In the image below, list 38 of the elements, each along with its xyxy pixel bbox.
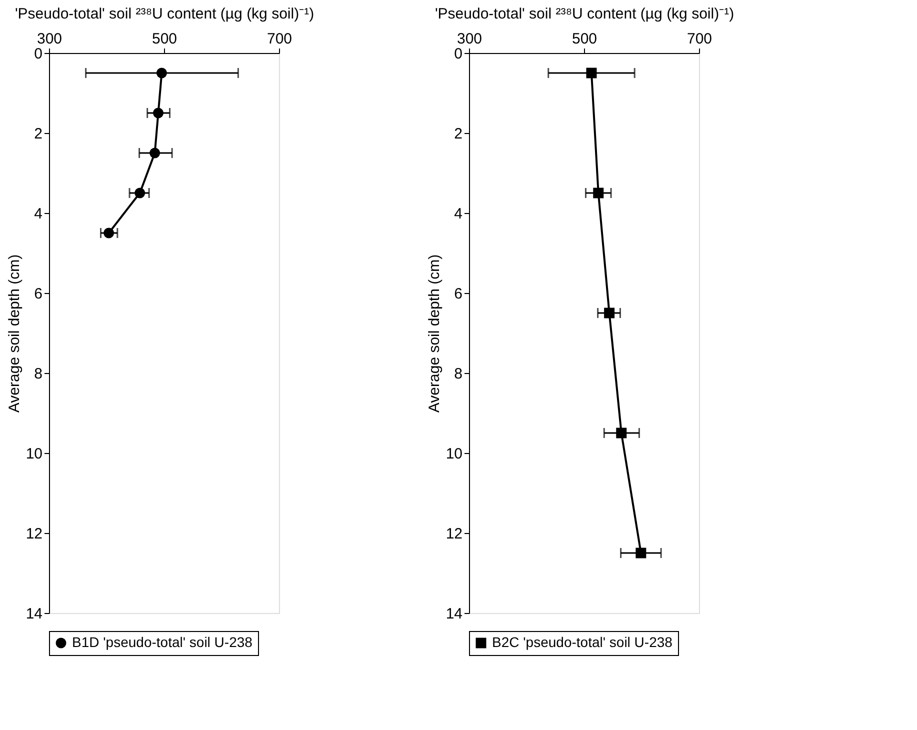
- point: [593, 188, 604, 198]
- point: [153, 108, 164, 118]
- y-tick-label: 12: [446, 526, 462, 542]
- x-tick-label: 300: [36, 30, 62, 48]
- y-tick-label: 4: [454, 206, 462, 222]
- point: [150, 148, 160, 158]
- x-tick-label: 300: [456, 30, 482, 48]
- y-tick-label: 14: [446, 606, 462, 622]
- x-tick-label: 500: [572, 30, 598, 48]
- point: [156, 68, 167, 78]
- x-tick-label: 500: [152, 30, 178, 48]
- point: [604, 308, 615, 318]
- y-tick-label: 4: [34, 206, 42, 222]
- y-tick-label: 0: [454, 46, 462, 62]
- y-tick-label: 12: [26, 526, 42, 542]
- legend-label: B1D 'pseudo-total' soil U-238: [72, 634, 253, 650]
- point: [134, 188, 146, 198]
- point: [586, 68, 597, 78]
- y-tick-label: 14: [26, 606, 42, 622]
- y-tick-label: 2: [454, 126, 462, 142]
- y-tick-label: 2: [34, 126, 42, 142]
- y-tick-label: 10: [26, 446, 42, 462]
- point: [616, 428, 627, 438]
- y-axis-title: Average soil depth (cm): [6, 254, 23, 413]
- x-tick-label: 700: [266, 30, 292, 48]
- x-axis-title: 'Pseudo-total' soil ²³⁸U content (µg (kg soil)⁻¹): [14, 6, 314, 22]
- y-tick-label: 8: [454, 366, 462, 382]
- x-axis-title: 'Pseudo-total' soil ²³⁸U content (µg (kg soil)⁻¹): [434, 6, 734, 22]
- y-tick-label: 6: [34, 286, 42, 302]
- y-tick-label: 6: [454, 286, 462, 302]
- y-tick-label: 8: [34, 366, 42, 382]
- y-tick-label: 0: [34, 46, 42, 62]
- point: [636, 548, 646, 558]
- x-tick-label: 700: [686, 30, 712, 48]
- legend-label: B2C 'pseudo-total' soil U-238: [492, 634, 673, 650]
- point: [104, 228, 114, 238]
- y-axis-title: Average soil depth (cm): [426, 254, 443, 413]
- y-tick-label: 10: [446, 446, 462, 462]
